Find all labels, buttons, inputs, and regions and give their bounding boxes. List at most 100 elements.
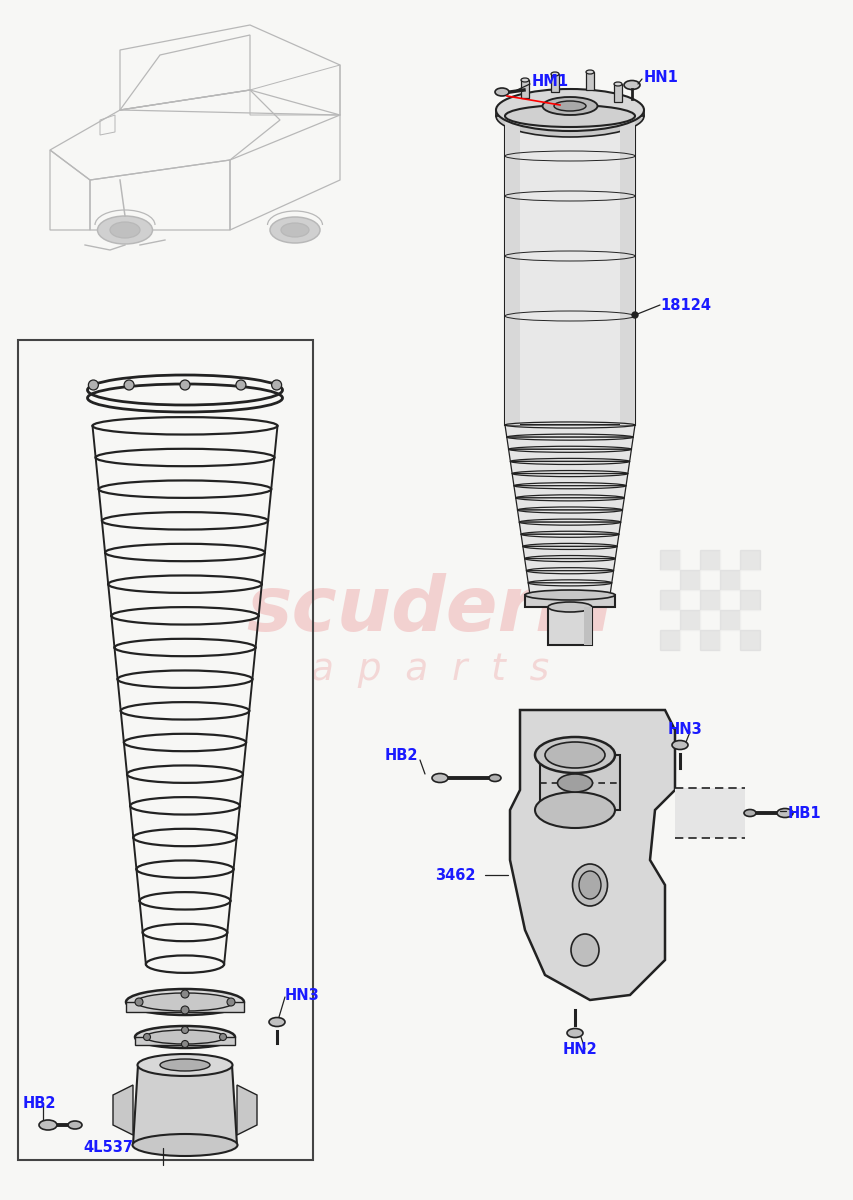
Bar [699,570,719,590]
Ellipse shape [624,80,639,90]
Bar [679,630,699,650]
Circle shape [88,380,98,390]
Bar [659,550,679,570]
Circle shape [135,998,142,1006]
Polygon shape [510,462,629,474]
Bar [613,84,621,102]
Text: HN1: HN1 [643,70,678,84]
Bar [539,755,619,810]
Ellipse shape [776,809,792,817]
Ellipse shape [525,590,614,600]
Circle shape [124,380,134,390]
Bar [699,610,719,630]
Ellipse shape [145,1030,224,1044]
Ellipse shape [548,602,591,612]
Ellipse shape [566,1028,583,1038]
Bar [585,72,594,90]
Polygon shape [508,449,630,462]
Ellipse shape [504,104,635,127]
Ellipse shape [557,774,592,792]
Bar [550,74,559,92]
Ellipse shape [137,1054,232,1076]
Bar [719,570,740,590]
Circle shape [235,380,246,390]
Circle shape [181,1006,189,1014]
Polygon shape [113,1085,133,1135]
Bar [679,610,699,630]
Bar [699,590,719,610]
Text: 4L537: 4L537 [83,1140,133,1156]
Ellipse shape [110,222,140,238]
Ellipse shape [743,810,755,816]
Bar [719,610,740,630]
Circle shape [182,1026,189,1033]
Ellipse shape [534,737,614,773]
Bar [525,595,614,607]
Bar [699,550,719,570]
Text: 3462: 3462 [434,868,475,882]
Ellipse shape [496,89,643,131]
Bar [659,570,679,590]
Text: HM1: HM1 [531,74,568,90]
Circle shape [227,998,235,1006]
Polygon shape [522,546,617,558]
Text: HN2: HN2 [562,1043,597,1057]
Ellipse shape [585,70,594,74]
Ellipse shape [496,95,643,137]
Polygon shape [237,1085,257,1135]
Ellipse shape [544,742,604,768]
Bar [135,1037,235,1045]
Ellipse shape [281,223,309,236]
Text: HN3: HN3 [285,988,319,1002]
Polygon shape [519,522,620,534]
Bar [674,788,744,838]
Polygon shape [520,534,618,546]
Ellipse shape [136,994,234,1010]
Ellipse shape [613,82,621,86]
Ellipse shape [542,97,597,115]
Ellipse shape [550,72,559,76]
Polygon shape [504,116,519,425]
Ellipse shape [135,1026,235,1048]
Ellipse shape [572,864,606,906]
Polygon shape [619,116,635,425]
Circle shape [182,1040,189,1048]
Bar [679,590,699,610]
Polygon shape [583,607,591,646]
Ellipse shape [160,1058,210,1070]
Bar [679,550,699,570]
Ellipse shape [554,101,585,110]
Text: HB1: HB1 [787,805,821,821]
Ellipse shape [68,1121,82,1129]
Polygon shape [496,110,643,116]
Bar [740,630,759,650]
Bar [699,630,719,650]
Polygon shape [525,571,612,583]
Ellipse shape [269,1018,285,1026]
Polygon shape [514,486,625,498]
Bar [679,570,699,590]
Text: HB2: HB2 [385,749,418,763]
Ellipse shape [432,774,448,782]
Ellipse shape [489,774,501,781]
Ellipse shape [571,934,598,966]
Polygon shape [524,558,615,571]
Bar [659,630,679,650]
Polygon shape [509,710,674,1000]
Bar [126,1002,244,1012]
Bar [740,590,759,610]
Text: HB2: HB2 [23,1096,56,1110]
Bar [548,607,591,646]
Circle shape [181,990,189,998]
Bar [719,630,740,650]
Polygon shape [528,583,611,595]
Ellipse shape [534,792,614,828]
Text: HN3: HN3 [667,722,702,738]
Text: a  p  a  r  t  s: a p a r t s [310,652,548,688]
Bar [520,80,528,98]
Bar [659,610,679,630]
Polygon shape [506,437,632,449]
Polygon shape [133,1066,237,1145]
Bar [719,590,740,610]
Circle shape [631,312,637,318]
